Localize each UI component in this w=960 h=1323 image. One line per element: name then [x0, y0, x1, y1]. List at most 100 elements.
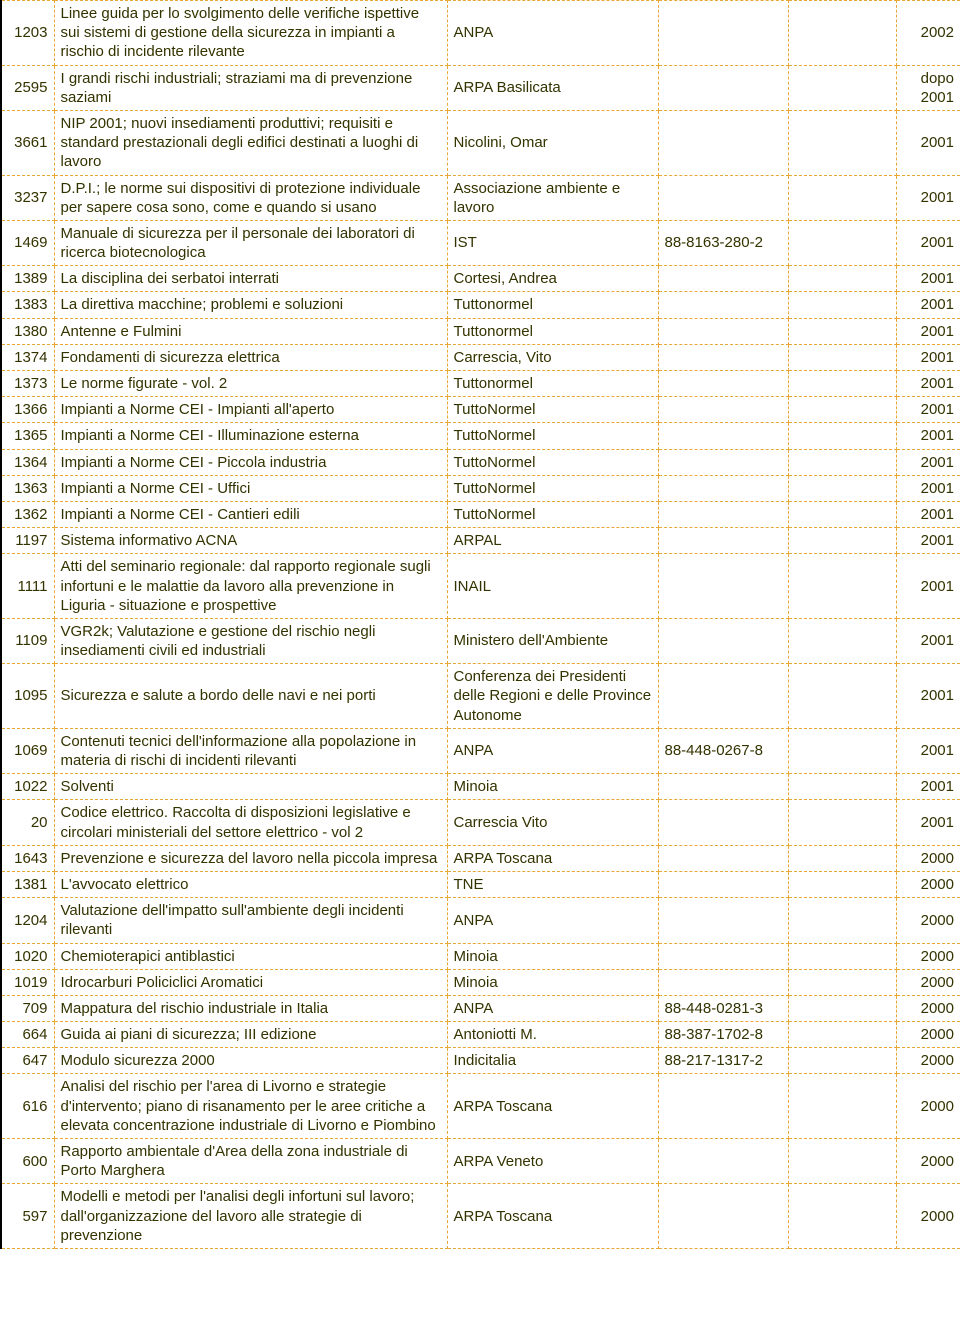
cell-extra [788, 774, 896, 800]
cell-code: 88-448-0267-8 [658, 728, 788, 773]
cell-year: 2001 [896, 728, 960, 773]
cell-year: 2001 [896, 371, 960, 397]
cell-extra [788, 475, 896, 501]
cell-code: 88-8163-280-2 [658, 220, 788, 265]
cell-code [658, 65, 788, 110]
table-row: 616Analisi del rischio per l'area di Liv… [1, 1074, 960, 1139]
cell-id: 20 [1, 800, 54, 845]
cell-extra [788, 528, 896, 554]
cell-id: 2595 [1, 65, 54, 110]
cell-extra [788, 1048, 896, 1074]
cell-id: 1020 [1, 943, 54, 969]
cell-year: 2001 [896, 501, 960, 527]
cell-code [658, 110, 788, 175]
cell-id: 1374 [1, 344, 54, 370]
table-row: 1365Impianti a Norme CEI - Illuminazione… [1, 423, 960, 449]
cell-code [658, 475, 788, 501]
table-row: 1197Sistema informativo ACNAARPAL2001 [1, 528, 960, 554]
cell-id: 1109 [1, 618, 54, 663]
cell-extra [788, 175, 896, 220]
cell-year: 2000 [896, 995, 960, 1021]
cell-year: 2000 [896, 898, 960, 943]
cell-id: 1204 [1, 898, 54, 943]
cell-code [658, 969, 788, 995]
cell-id: 664 [1, 1022, 54, 1048]
cell-id: 709 [1, 995, 54, 1021]
cell-year: 2001 [896, 220, 960, 265]
table-row: 1374Fondamenti di sicurezza elettricaCar… [1, 344, 960, 370]
cell-code [658, 554, 788, 619]
cell-extra [788, 1184, 896, 1249]
cell-extra [788, 318, 896, 344]
cell-author: TuttoNormel [447, 501, 658, 527]
cell-extra [788, 728, 896, 773]
data-table: 1203Linee guida per lo svolgimento delle… [0, 0, 960, 1249]
cell-id: 1380 [1, 318, 54, 344]
cell-year: 2001 [896, 475, 960, 501]
cell-extra [788, 371, 896, 397]
cell-extra [788, 800, 896, 845]
cell-year: 2001 [896, 618, 960, 663]
cell-extra [788, 449, 896, 475]
cell-id: 1019 [1, 969, 54, 995]
cell-code [658, 845, 788, 871]
cell-extra [788, 664, 896, 729]
cell-code [658, 1139, 788, 1184]
cell-author: TuttoNormel [447, 449, 658, 475]
cell-code [658, 774, 788, 800]
cell-code [658, 501, 788, 527]
cell-author: Tuttonormel [447, 371, 658, 397]
cell-author: Minoia [447, 774, 658, 800]
cell-year: 2000 [896, 1139, 960, 1184]
table-row: 1362Impianti a Norme CEI - Cantieri edil… [1, 501, 960, 527]
cell-author: TNE [447, 871, 658, 897]
cell-title: Sicurezza e salute a bordo delle navi e … [54, 664, 447, 729]
cell-title: Rapporto ambientale d'Area della zona in… [54, 1139, 447, 1184]
cell-extra [788, 1074, 896, 1139]
cell-code [658, 318, 788, 344]
cell-id: 647 [1, 1048, 54, 1074]
cell-title: Impianti a Norme CEI - Impianti all'aper… [54, 397, 447, 423]
cell-code [658, 871, 788, 897]
cell-author: Ministero dell'Ambiente [447, 618, 658, 663]
cell-title: Idrocarburi Policiclici Aromatici [54, 969, 447, 995]
cell-extra [788, 871, 896, 897]
table-row: 1366Impianti a Norme CEI - Impianti all'… [1, 397, 960, 423]
cell-author: Carrescia, Vito [447, 344, 658, 370]
cell-year: 2001 [896, 344, 960, 370]
cell-extra [788, 1139, 896, 1184]
cell-year: 2001 [896, 528, 960, 554]
cell-code [658, 423, 788, 449]
cell-author: ARPAL [447, 528, 658, 554]
table-row: 647Modulo sicurezza 2000Indicitalia88-21… [1, 1048, 960, 1074]
cell-year: 2001 [896, 110, 960, 175]
cell-author: Minoia [447, 969, 658, 995]
cell-extra [788, 110, 896, 175]
cell-id: 1203 [1, 1, 54, 66]
cell-author: TuttoNormel [447, 423, 658, 449]
cell-id: 1363 [1, 475, 54, 501]
cell-extra [788, 220, 896, 265]
table-row: 3661NIP 2001; nuovi insediamenti produtt… [1, 110, 960, 175]
cell-id: 1383 [1, 292, 54, 318]
cell-year: 2000 [896, 871, 960, 897]
cell-author: ARPA Toscana [447, 1184, 658, 1249]
table-row: 1069Contenuti tecnici dell'informazione … [1, 728, 960, 773]
cell-title: Guida ai piani di sicurezza; III edizion… [54, 1022, 447, 1048]
cell-year: 2002 [896, 1, 960, 66]
table-row: 1363Impianti a Norme CEI - UfficiTuttoNo… [1, 475, 960, 501]
cell-title: Contenuti tecnici dell'informazione alla… [54, 728, 447, 773]
cell-title: I grandi rischi industriali; straziami m… [54, 65, 447, 110]
cell-extra [788, 65, 896, 110]
cell-extra [788, 898, 896, 943]
cell-author: ARPA Toscana [447, 845, 658, 871]
cell-title: Le norme figurate - vol. 2 [54, 371, 447, 397]
table-row: 1020Chemioterapici antiblasticiMinoia200… [1, 943, 960, 969]
cell-author: Minoia [447, 943, 658, 969]
cell-author: Cortesi, Andrea [447, 266, 658, 292]
cell-author: ARPA Veneto [447, 1139, 658, 1184]
cell-year: 2001 [896, 397, 960, 423]
cell-title: L'avvocato elettrico [54, 871, 447, 897]
cell-year: 2001 [896, 266, 960, 292]
table-row: 1364Impianti a Norme CEI - Piccola indus… [1, 449, 960, 475]
